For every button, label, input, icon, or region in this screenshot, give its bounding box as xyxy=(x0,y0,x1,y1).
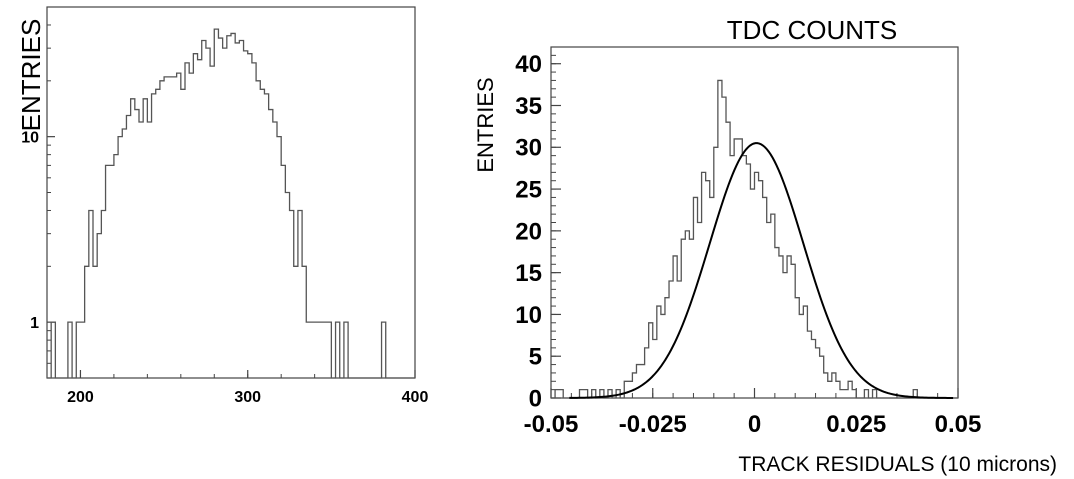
right-tick-labels: -0.05 -0.025 0 0.025 0.05 0 5 10 15 20 25 30 35 40 xyxy=(515,51,981,438)
x-tick-label: 400 xyxy=(402,389,429,406)
left-histogram-chart: 200 300 400 1 10 ENTRIES xyxy=(16,6,428,406)
right-histogram-bars xyxy=(551,79,958,399)
y-tick-label: 1 xyxy=(30,315,39,332)
x-tick-label: 0.05 xyxy=(935,411,982,438)
right-chart-title: TDC COUNTS xyxy=(727,15,897,45)
y-tick-label: 25 xyxy=(515,176,542,203)
y-tick-label: 40 xyxy=(515,51,542,78)
y-tick-label: 15 xyxy=(515,260,542,287)
y-tick-label: 0 xyxy=(529,385,542,412)
right-histogram-chart: TDC COUNTS -0.05 -0.025 0 0.025 0.05 0 5 10 15 20… xyxy=(473,15,1057,476)
right-y-axis-title: ENTRIES xyxy=(473,77,498,172)
x-tick-label: -0.025 xyxy=(619,411,687,438)
x-tick-label: 200 xyxy=(67,389,94,406)
right-x-axis-title: TRACK RESIDUALS (10 microns) xyxy=(738,453,1057,476)
left-y-axis-title: ENTRIES xyxy=(16,19,46,132)
y-tick-label: 30 xyxy=(515,135,542,162)
y-tick-label: 35 xyxy=(515,93,542,120)
x-tick-label: 0 xyxy=(748,411,761,438)
y-tick-label: 5 xyxy=(529,344,542,371)
left-plot-frame xyxy=(46,6,416,379)
x-tick-label: 300 xyxy=(234,389,261,406)
left-tick-labels: 200 300 400 1 10 xyxy=(21,129,428,406)
y-tick-label: 10 xyxy=(21,129,39,146)
left-histogram-bars xyxy=(47,28,415,379)
gaussian-fit-curve xyxy=(569,142,954,399)
y-tick-label: 20 xyxy=(515,218,542,245)
left-axis-ticks xyxy=(46,24,416,378)
y-tick-label: 10 xyxy=(515,302,542,329)
x-tick-label: -0.05 xyxy=(524,411,579,438)
right-plot-frame xyxy=(550,46,959,399)
x-tick-label: 0.025 xyxy=(826,411,886,438)
right-axis-ticks xyxy=(550,46,959,399)
